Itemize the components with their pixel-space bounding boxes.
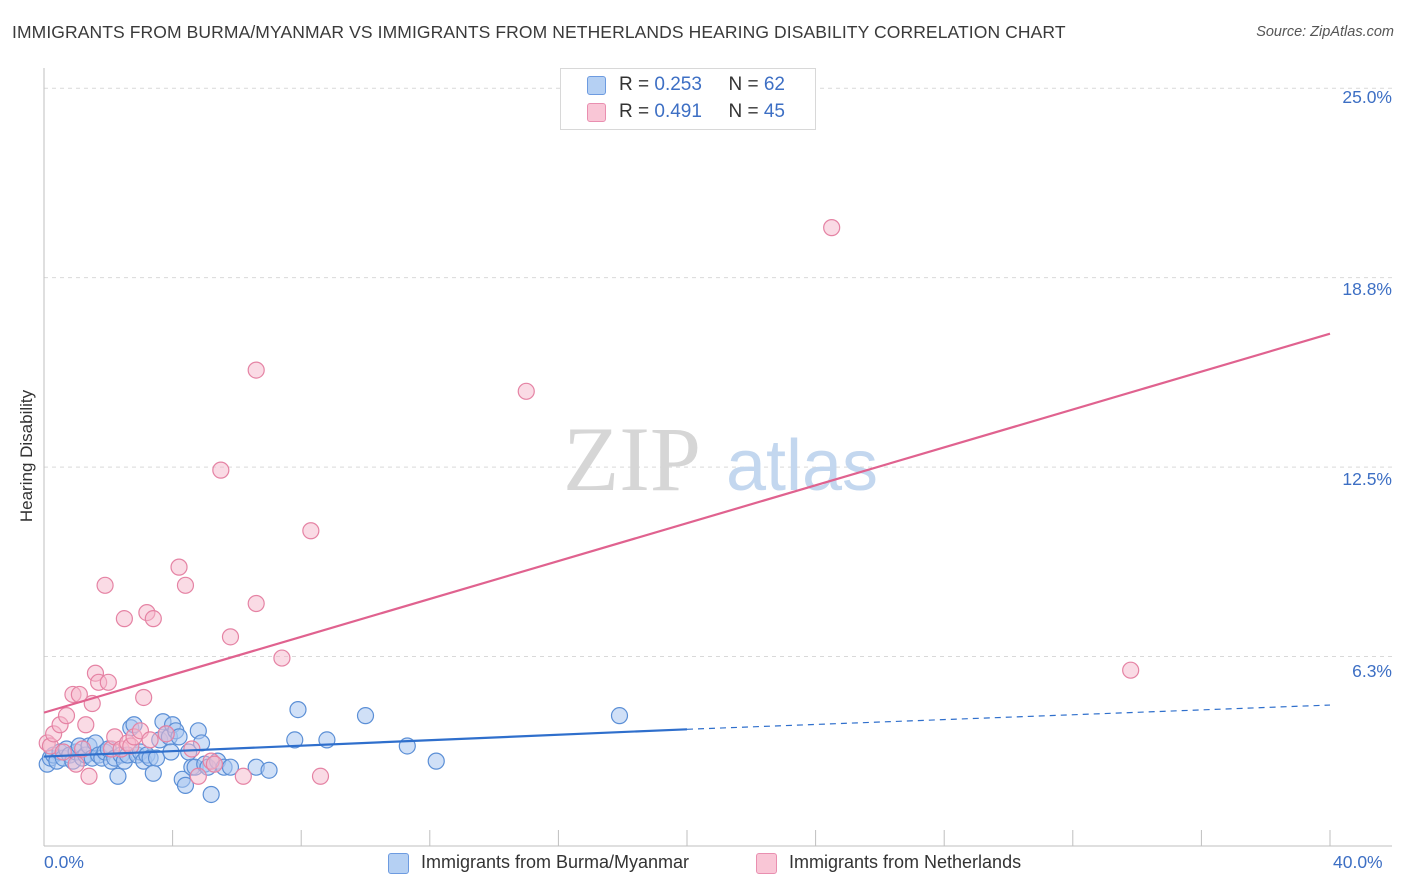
y-tick-label: 12.5% bbox=[1342, 469, 1392, 489]
y-tick-label: 6.3% bbox=[1352, 661, 1392, 681]
data-point-netherlands bbox=[99, 673, 117, 691]
legend-swatch-pink bbox=[587, 103, 606, 122]
legend-swatch-blue bbox=[587, 76, 606, 95]
data-point-netherlands bbox=[144, 610, 162, 628]
data-point-burma bbox=[260, 761, 278, 779]
legend-swatch-blue bbox=[388, 853, 409, 874]
data-point-burma bbox=[356, 707, 375, 725]
data-point-burma bbox=[109, 767, 127, 785]
data-point-netherlands bbox=[135, 688, 153, 707]
data-point-burma bbox=[289, 700, 307, 719]
chart-title: IMMIGRANTS FROM BURMA/MYANMAR VS IMMIGRA… bbox=[12, 22, 1066, 42]
watermark: ZIP atlas bbox=[563, 408, 878, 510]
data-point-netherlands bbox=[96, 576, 114, 594]
gridlines bbox=[44, 87, 1392, 658]
data-point-burma bbox=[202, 785, 220, 804]
data-point-netherlands bbox=[823, 219, 841, 237]
series-netherlands-points bbox=[38, 219, 1140, 785]
legend-swatch-pink bbox=[756, 853, 777, 874]
data-point-netherlands bbox=[77, 716, 95, 734]
data-point-netherlands bbox=[273, 649, 291, 667]
data-point-burma bbox=[427, 752, 445, 770]
data-point-netherlands bbox=[302, 522, 320, 540]
legend-label: Immigrants from Burma/Myanmar bbox=[421, 852, 690, 872]
y-tick-label: 25.0% bbox=[1342, 87, 1392, 107]
data-point-netherlands bbox=[517, 382, 535, 400]
data-point-netherlands bbox=[212, 461, 230, 479]
r-value: 0.491 bbox=[654, 101, 702, 122]
axes bbox=[43, 68, 1392, 847]
n-value: 45 bbox=[763, 101, 785, 122]
source-credit: Source: ZipAtlas.com bbox=[1256, 24, 1394, 40]
data-point-netherlands bbox=[157, 725, 175, 743]
trend-line-netherlands bbox=[43, 332, 1331, 714]
data-point-netherlands bbox=[205, 755, 223, 773]
x-tick-label: 40.0% bbox=[1333, 852, 1383, 872]
data-point-netherlands bbox=[234, 767, 252, 785]
x-tick-label: 0.0% bbox=[44, 852, 84, 872]
r-value: 0.253 bbox=[654, 74, 702, 95]
data-point-netherlands bbox=[80, 767, 98, 785]
data-point-netherlands bbox=[54, 743, 72, 761]
data-point-netherlands bbox=[221, 628, 240, 646]
data-point-burma bbox=[147, 749, 166, 767]
data-point-netherlands bbox=[115, 610, 133, 628]
data-point-netherlands bbox=[176, 576, 195, 594]
y-tick-label: 18.8% bbox=[1342, 279, 1392, 299]
data-point-netherlands bbox=[170, 558, 188, 576]
trend-lines bbox=[43, 332, 1331, 758]
correlation-legend: R = 0.253 N = 62 R = 0.491 N = 45 bbox=[560, 68, 816, 130]
data-point-netherlands bbox=[57, 707, 76, 725]
data-point-netherlands bbox=[189, 767, 207, 785]
data-point-netherlands bbox=[247, 594, 265, 613]
watermark-zip: ZIP bbox=[563, 408, 701, 510]
data-point-netherlands bbox=[247, 361, 265, 379]
data-point-burma bbox=[144, 764, 162, 782]
trend-line-burma-extension bbox=[686, 704, 1331, 730]
data-point-burma bbox=[286, 731, 304, 749]
data-point-netherlands bbox=[67, 755, 85, 773]
trend-line-burma bbox=[43, 728, 688, 758]
data-point-netherlands bbox=[311, 767, 330, 785]
data-point-netherlands bbox=[73, 740, 92, 758]
data-point-netherlands bbox=[1122, 661, 1140, 679]
data-point-burma bbox=[176, 776, 195, 794]
legend-label: Immigrants from Netherlands bbox=[789, 852, 1022, 872]
data-point-netherlands bbox=[141, 731, 159, 749]
watermark-atlas: atlas bbox=[726, 426, 878, 506]
data-point-burma bbox=[221, 758, 240, 776]
data-point-burma bbox=[610, 707, 629, 725]
n-value: 62 bbox=[763, 74, 785, 95]
